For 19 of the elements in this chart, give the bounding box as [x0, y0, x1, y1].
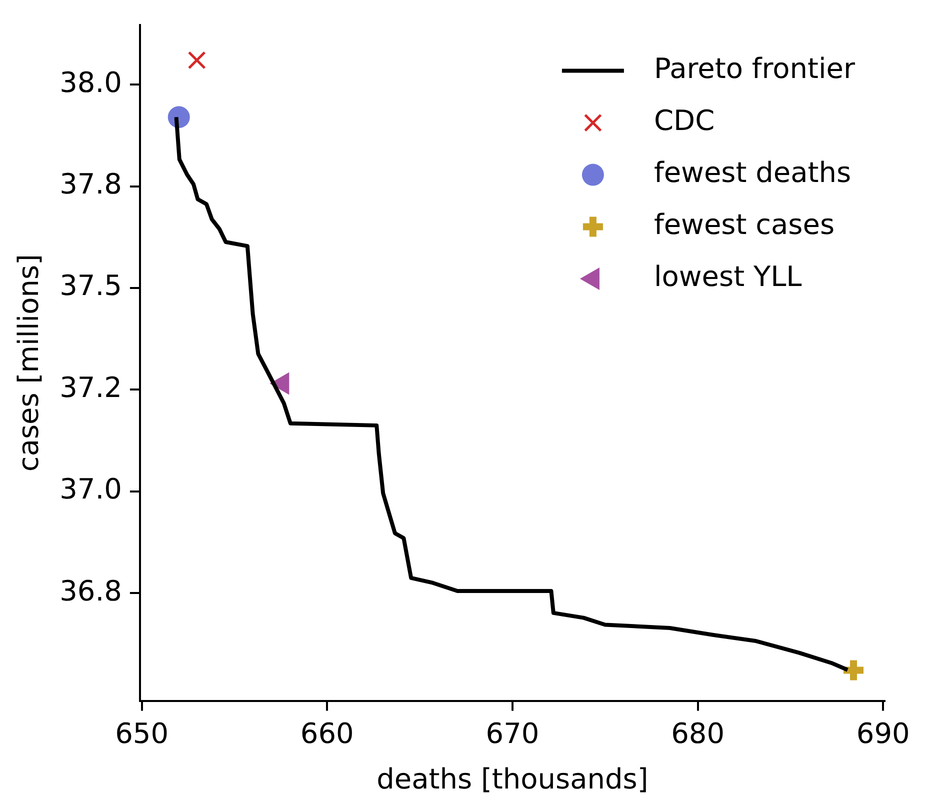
x-tick-label: 690: [856, 716, 910, 750]
y-tick-label: 37.5: [60, 269, 122, 302]
legend-label: Pareto frontier: [654, 52, 856, 86]
legend-label: lowest YLL: [654, 260, 802, 294]
x-tick-label: 670: [486, 716, 540, 750]
legend-label: fewest cases: [654, 208, 835, 242]
y-tick-label: 37.0: [60, 472, 122, 506]
y-tick-label: 37.8: [60, 168, 122, 201]
point: [188, 51, 206, 70]
legend-label: CDC: [654, 104, 715, 138]
x-tick-label: 660: [300, 716, 354, 750]
x-tick-label: 650: [115, 716, 169, 750]
y-tick-label: 37.2: [60, 370, 122, 404]
y-tick-label: 38.0: [60, 66, 122, 99]
x-tick-label: 680: [671, 716, 725, 750]
legend-label: fewest deaths: [654, 156, 852, 190]
x-axis-title: deaths [thousands]: [376, 762, 648, 796]
y-axis-title: cases [millions]: [12, 254, 46, 472]
y-tick-label: 36.8: [60, 574, 122, 608]
